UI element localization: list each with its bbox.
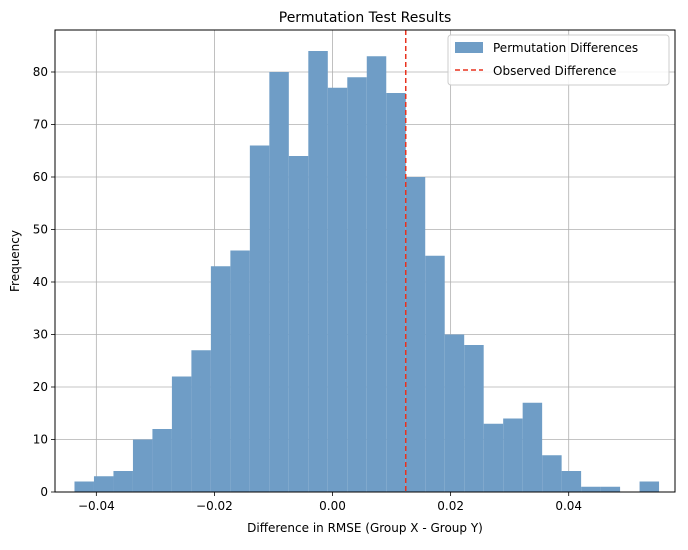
y-tick-label: 10 bbox=[33, 433, 48, 447]
y-tick-label: 60 bbox=[33, 170, 48, 184]
legend-label-permutation: Permutation Differences bbox=[493, 41, 638, 55]
histogram-bar bbox=[542, 455, 562, 492]
histogram-bar bbox=[386, 93, 406, 492]
histogram-bar bbox=[230, 250, 250, 492]
histogram-bar bbox=[249, 145, 270, 492]
legend: Permutation Differences Observed Differe… bbox=[447, 34, 670, 86]
histogram-bar bbox=[600, 486, 621, 492]
histogram-bar bbox=[288, 156, 309, 492]
legend-label-observed: Observed Difference bbox=[493, 64, 616, 78]
histogram-bar bbox=[327, 87, 348, 492]
histogram-bar bbox=[113, 471, 133, 492]
legend-box bbox=[447, 34, 670, 86]
y-tick-label: 70 bbox=[33, 118, 48, 132]
histogram-bar bbox=[522, 402, 543, 492]
histogram-bar bbox=[74, 481, 94, 492]
histogram-bar bbox=[152, 429, 172, 492]
histogram-bar bbox=[347, 77, 367, 492]
histogram-bar bbox=[366, 56, 387, 492]
y-tick-label: 20 bbox=[33, 380, 48, 394]
histogram-bar bbox=[561, 471, 582, 492]
histogram-bar bbox=[405, 177, 426, 492]
y-tick-label: 40 bbox=[33, 275, 48, 289]
x-tick-label: −0.04 bbox=[78, 499, 115, 513]
histogram-bar bbox=[191, 350, 211, 492]
x-tick-label: −0.02 bbox=[196, 499, 233, 513]
histogram-bar bbox=[639, 481, 660, 492]
histogram-bar bbox=[503, 418, 523, 492]
legend-bar-swatch bbox=[455, 42, 483, 53]
x-axis-label: Difference in RMSE (Group X - Group Y) bbox=[247, 521, 483, 535]
histogram-bar bbox=[308, 51, 328, 492]
histogram-bar bbox=[581, 486, 601, 492]
y-tick-label: 80 bbox=[33, 65, 48, 79]
chart-title: Permutation Test Results bbox=[279, 10, 451, 26]
x-tick-label: 0.00 bbox=[319, 499, 346, 513]
y-tick-label: 0 bbox=[40, 485, 48, 499]
x-tick-label: 0.02 bbox=[437, 499, 464, 513]
histogram-bar bbox=[444, 334, 465, 492]
histogram-bar bbox=[93, 476, 114, 492]
y-axis-label: Frequency bbox=[8, 230, 22, 292]
histogram-bar bbox=[425, 255, 445, 492]
histogram-bar bbox=[483, 423, 504, 492]
y-tick-label: 30 bbox=[33, 328, 48, 342]
x-tick-label: 0.04 bbox=[555, 499, 582, 513]
histogram-bar bbox=[210, 266, 231, 492]
bars-layer bbox=[74, 51, 660, 492]
y-tick-label: 50 bbox=[33, 223, 48, 237]
plot-frame bbox=[54, 29, 676, 493]
histogram-bar bbox=[269, 72, 289, 492]
y-ticks: 0 10 20 30 40 50 60 70 80 bbox=[33, 65, 55, 499]
histogram-bar bbox=[171, 376, 192, 492]
histogram-bar bbox=[464, 345, 484, 492]
histogram-bar bbox=[132, 439, 153, 492]
x-ticks: −0.04 −0.02 0.00 0.02 0.04 bbox=[78, 492, 582, 513]
